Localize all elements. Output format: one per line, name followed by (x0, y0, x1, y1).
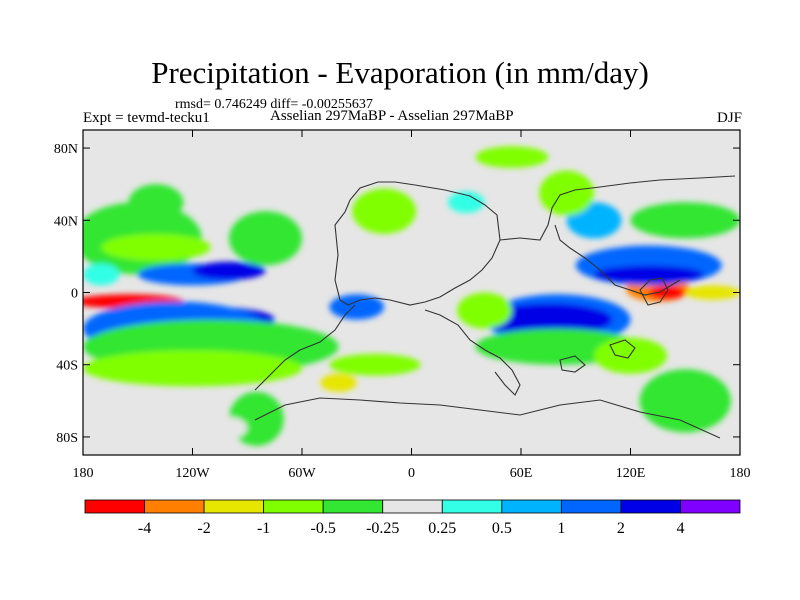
colorbar-box-7 (501, 499, 562, 514)
colorbar-box-4 (322, 499, 384, 514)
pme-region-4 (83, 350, 302, 387)
x-tick-label-5: 120E (616, 466, 646, 481)
x-tick-label-3: 0 (408, 466, 415, 481)
pme-region-24 (648, 285, 686, 300)
x-tick-label-2: 60W (288, 466, 316, 481)
pme-region-12 (329, 294, 385, 320)
colorbar-box-2 (203, 499, 265, 514)
x-tick-label-1: 120W (175, 466, 210, 481)
colorbar-label-2: -1 (257, 520, 270, 537)
coastlines (254, 175, 736, 439)
pme-region-33 (448, 191, 485, 214)
colorbar-box-1 (144, 499, 205, 514)
pme-region-21 (457, 292, 512, 329)
y-tick-label-4: 80S (56, 431, 78, 446)
pme-region-28 (630, 202, 740, 239)
pme-region-9 (83, 263, 120, 286)
colorbar-label-3: -0.5 (311, 520, 336, 537)
pme-region-6 (101, 233, 211, 261)
colorbar-box-10 (680, 499, 741, 514)
colorbar-box-9 (620, 499, 681, 514)
pme-region-11 (128, 184, 184, 221)
pme-region-10 (229, 211, 302, 266)
colorbar-label-8: 2 (617, 520, 625, 537)
pme-region-18 (484, 303, 613, 336)
season-label: DJF (716, 110, 742, 126)
y-tick-label-3: 40S (56, 359, 78, 374)
colorbar-label-9: 4 (676, 520, 684, 537)
x-tick-label-0: 180 (73, 466, 94, 481)
coast-antarctica (254, 397, 721, 439)
x-tick-label-6: 180 (730, 466, 751, 481)
colorbar-label-7: 1 (557, 520, 565, 537)
chart-title: Precipitation - Evaporation (in mm/day) (151, 55, 649, 90)
colorbar-label-1: -2 (197, 520, 210, 537)
coast-eurasia (499, 175, 736, 241)
y-tick-label-1: 40N (54, 214, 78, 229)
coast-north-america (334, 181, 501, 306)
colorbar-box-5 (382, 499, 443, 514)
colorbar-box-0 (84, 499, 145, 514)
pme-region-32 (352, 188, 417, 234)
x-tick-label-4: 60E (510, 466, 533, 481)
colorbar-label-0: -4 (138, 520, 151, 537)
y-tick-label-2: 0 (71, 287, 78, 302)
y-tick-label-0: 80N (54, 142, 78, 157)
colorbar-label-4: -0.25 (366, 520, 399, 537)
axis-ticks: 180 120W 60W 0 60E 120E 180 80N 40N 0 40S 80S (54, 130, 751, 481)
pme-region-13 (329, 353, 421, 376)
colorbar-box-8 (560, 499, 622, 514)
pme-region-20 (594, 337, 667, 374)
coast-islands (559, 277, 669, 373)
pme-region-27 (594, 265, 704, 284)
pme-region-30 (475, 146, 549, 168)
coast-east-asia (554, 224, 681, 296)
pme-region-15 (210, 417, 248, 439)
stats-text: rmsd= 0.746249 diff= -0.00255637 (175, 97, 373, 112)
pme-region-8 (192, 261, 266, 280)
colorbar-label-5: 0.25 (428, 520, 456, 537)
pme-region-16 (320, 373, 357, 392)
pme-region-25 (685, 285, 740, 300)
colorbar-label-6: 0.5 (492, 520, 512, 537)
coast-south-america (254, 304, 356, 391)
colorbar-box-6 (441, 499, 503, 514)
colorbar: -4 -2 -1 -0.5 -0.25 0.25 0.5 1 2 4 (84, 499, 741, 537)
coast-africa (424, 309, 521, 396)
colorbar-box-3 (263, 499, 324, 514)
experiment-label: Expt = tevmd-tecku1 (83, 110, 210, 126)
cases-label: Asselian 297MaBP - Asselian 297MaBP (270, 108, 514, 124)
